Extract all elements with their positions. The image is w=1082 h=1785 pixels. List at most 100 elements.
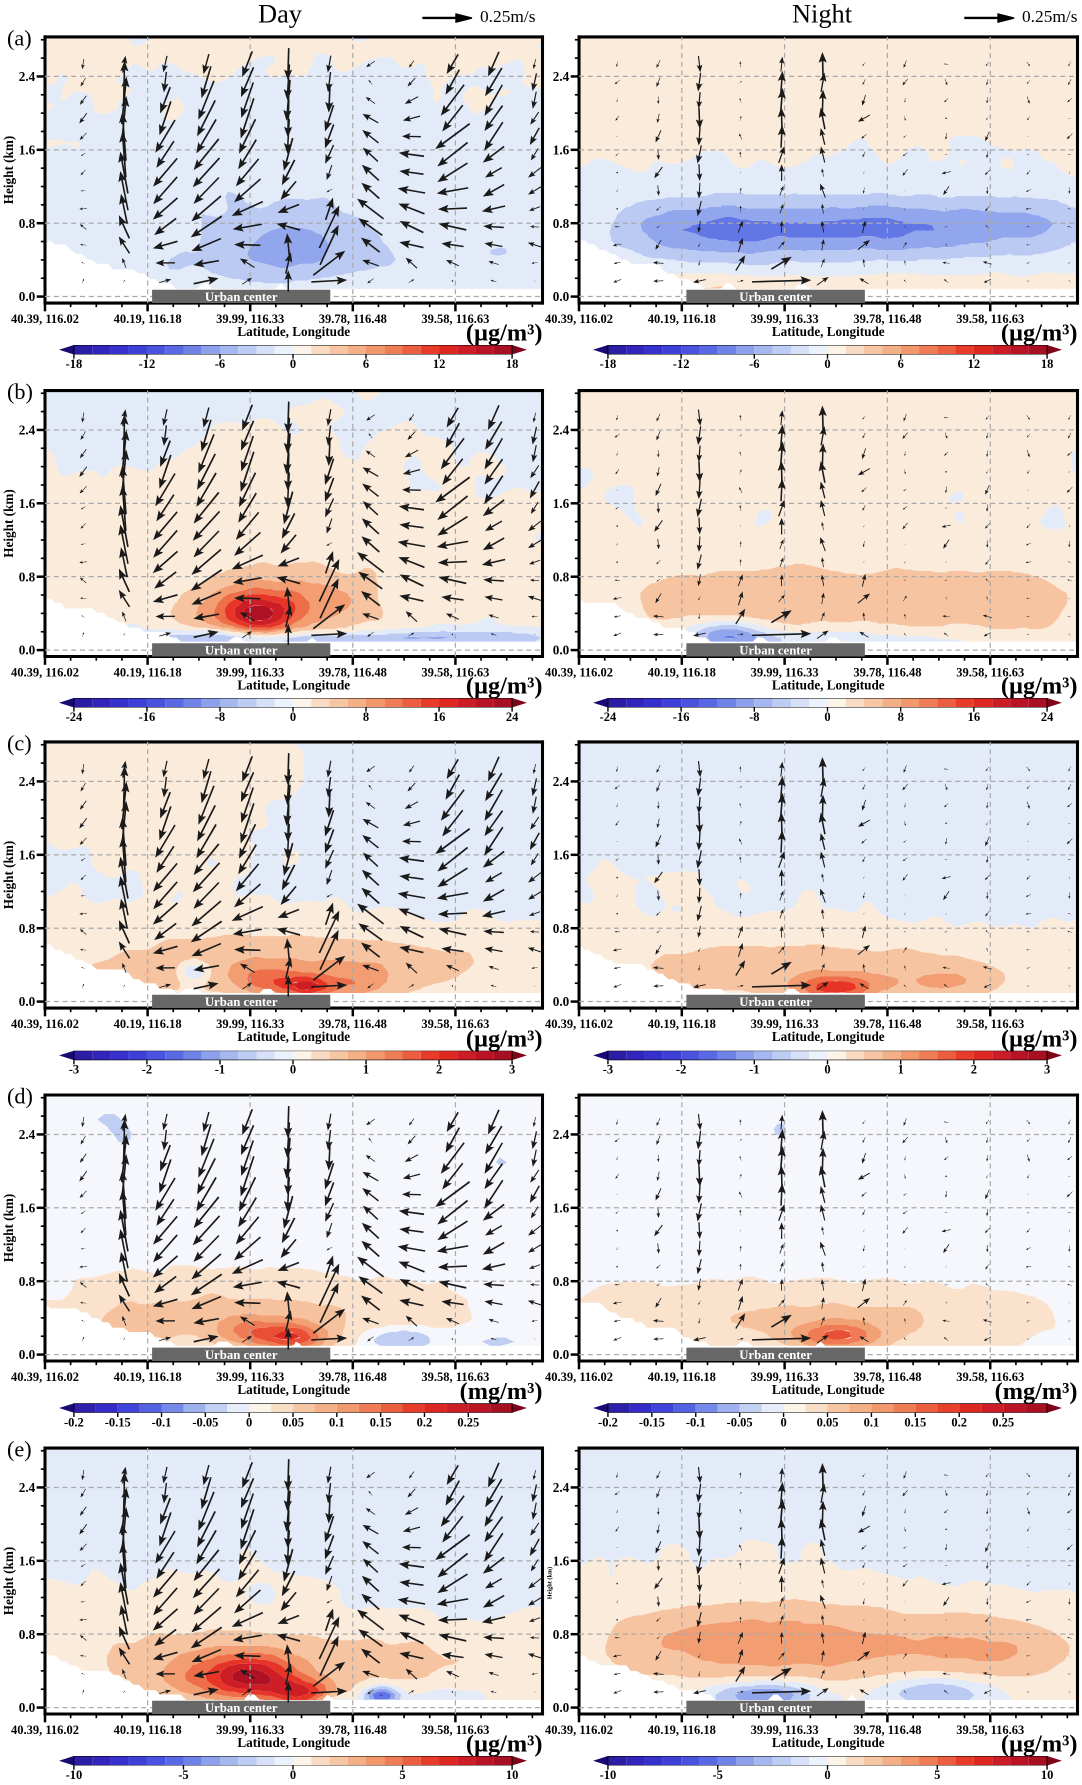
svg-text:Height (km): Height (km)	[1, 841, 16, 909]
svg-text:40.39, 116.02: 40.39, 116.02	[545, 1370, 613, 1384]
svg-text:0.25: 0.25	[992, 1415, 1014, 1429]
svg-text:39.78, 116.48: 39.78, 116.48	[853, 1723, 921, 1737]
svg-text:39.78, 116.48: 39.78, 116.48	[319, 1370, 387, 1384]
svg-text:-2: -2	[142, 1063, 152, 1077]
svg-text:40.39, 116.02: 40.39, 116.02	[11, 1017, 79, 1031]
svg-text:39.58, 116.63: 39.58, 116.63	[956, 312, 1024, 326]
svg-text:0.8: 0.8	[553, 216, 570, 231]
svg-text:Latitude, Longitude: Latitude, Longitude	[772, 677, 885, 692]
svg-text:0.8: 0.8	[553, 1274, 570, 1289]
svg-text:16: 16	[968, 710, 981, 724]
svg-text:(e): (e)	[7, 1436, 32, 1461]
svg-text:39.78, 116.48: 39.78, 116.48	[319, 665, 387, 679]
svg-text:39.99, 116.33: 39.99, 116.33	[751, 1723, 819, 1737]
svg-text:(µg/m³): (µg/m³)	[466, 320, 543, 347]
svg-text:0: 0	[290, 357, 296, 371]
svg-text:-24: -24	[600, 710, 617, 724]
svg-text:-0.1: -0.1	[686, 1415, 706, 1429]
svg-text:2.4: 2.4	[553, 774, 570, 789]
svg-text:-5: -5	[178, 1768, 188, 1782]
svg-text:0: 0	[290, 1063, 296, 1077]
svg-text:1.6: 1.6	[19, 1553, 36, 1568]
svg-text:39.99, 116.33: 39.99, 116.33	[216, 1017, 284, 1031]
svg-text:0: 0	[290, 710, 296, 724]
svg-text:0.0: 0.0	[553, 1347, 570, 1362]
svg-text:2.4: 2.4	[19, 1127, 36, 1142]
svg-text:0.0: 0.0	[19, 994, 36, 1009]
svg-text:40.19, 116.18: 40.19, 116.18	[114, 1723, 182, 1737]
svg-text:5: 5	[399, 1768, 405, 1782]
svg-text:40.39, 116.02: 40.39, 116.02	[545, 665, 613, 679]
svg-text:1.6: 1.6	[19, 847, 36, 862]
svg-text:(mg/m³): (mg/m³)	[995, 1378, 1078, 1405]
svg-text:-8: -8	[749, 710, 759, 724]
svg-text:40.39, 116.02: 40.39, 116.02	[545, 312, 613, 326]
svg-text:40.39, 116.02: 40.39, 116.02	[545, 1017, 613, 1031]
svg-text:40.19, 116.18: 40.19, 116.18	[114, 665, 182, 679]
svg-text:0.8: 0.8	[19, 1274, 36, 1289]
svg-text:(d): (d)	[7, 1083, 33, 1108]
svg-text:Latitude, Longitude: Latitude, Longitude	[772, 1382, 885, 1397]
svg-text:1.6: 1.6	[19, 496, 36, 511]
svg-text:40.19, 116.18: 40.19, 116.18	[114, 1370, 182, 1384]
svg-text:0.1: 0.1	[329, 1415, 345, 1429]
svg-text:Urban center: Urban center	[739, 290, 812, 304]
svg-text:-0.05: -0.05	[192, 1415, 218, 1429]
svg-text:(µg/m³): (µg/m³)	[1001, 673, 1078, 700]
svg-text:-0.15: -0.15	[639, 1415, 665, 1429]
svg-text:6: 6	[363, 357, 369, 371]
svg-text:40.19, 116.18: 40.19, 116.18	[648, 665, 716, 679]
svg-text:-18: -18	[66, 357, 83, 371]
svg-text:12: 12	[968, 357, 981, 371]
svg-text:18: 18	[506, 357, 519, 371]
svg-text:0.8: 0.8	[553, 921, 570, 936]
svg-text:0.8: 0.8	[19, 569, 36, 584]
svg-text:Urban center: Urban center	[739, 1701, 812, 1715]
svg-text:39.78, 116.48: 39.78, 116.48	[319, 1723, 387, 1737]
svg-text:Height (km): Height (km)	[1, 489, 16, 558]
svg-text:1: 1	[898, 1063, 904, 1077]
svg-text:-1: -1	[215, 1063, 225, 1077]
svg-text:40.39, 116.02: 40.39, 116.02	[11, 1723, 79, 1737]
svg-text:-0.1: -0.1	[152, 1415, 172, 1429]
svg-text:1: 1	[363, 1063, 369, 1077]
svg-text:(µg/m³): (µg/m³)	[466, 1025, 543, 1052]
svg-text:39.58, 116.63: 39.58, 116.63	[956, 1017, 1024, 1031]
svg-text:Height (km): Height (km)	[1, 136, 16, 205]
svg-text:-10: -10	[66, 1768, 83, 1782]
svg-text:3: 3	[509, 1063, 515, 1077]
svg-text:40.19, 116.18: 40.19, 116.18	[114, 312, 182, 326]
svg-text:8: 8	[898, 710, 904, 724]
svg-text:-18: -18	[600, 357, 617, 371]
svg-text:39.58, 116.63: 39.58, 116.63	[956, 1370, 1024, 1384]
svg-text:0.25m/s: 0.25m/s	[1022, 7, 1078, 26]
svg-text:0: 0	[824, 1768, 830, 1782]
svg-text:-8: -8	[215, 710, 225, 724]
svg-text:40.39, 116.02: 40.39, 116.02	[11, 665, 79, 679]
svg-text:39.99, 116.33: 39.99, 116.33	[216, 1723, 284, 1737]
svg-text:Urban center: Urban center	[739, 1348, 812, 1362]
svg-text:0: 0	[824, 357, 830, 371]
svg-text:0.8: 0.8	[19, 1627, 36, 1642]
svg-text:Latitude, Longitude: Latitude, Longitude	[772, 1029, 885, 1044]
svg-text:-0.15: -0.15	[105, 1415, 131, 1429]
svg-text:3: 3	[1044, 1063, 1050, 1077]
svg-text:39.78, 116.48: 39.78, 116.48	[853, 1370, 921, 1384]
svg-text:16: 16	[433, 710, 446, 724]
svg-text:0: 0	[780, 1415, 786, 1429]
svg-text:0.0: 0.0	[19, 643, 36, 658]
svg-text:39.58, 116.63: 39.58, 116.63	[421, 1370, 489, 1384]
svg-text:2.4: 2.4	[19, 423, 36, 438]
svg-text:Urban center: Urban center	[205, 1701, 278, 1715]
svg-text:(mg/m³): (mg/m³)	[460, 1378, 543, 1405]
svg-text:0: 0	[824, 1063, 830, 1077]
svg-text:40.19, 116.18: 40.19, 116.18	[114, 1017, 182, 1031]
svg-text:39.99, 116.33: 39.99, 116.33	[216, 665, 284, 679]
svg-text:Day: Day	[258, 0, 303, 28]
svg-text:-24: -24	[66, 710, 83, 724]
svg-text:(a): (a)	[7, 25, 32, 50]
svg-text:0.8: 0.8	[553, 569, 570, 584]
svg-text:0.2: 0.2	[951, 1415, 967, 1429]
svg-text:0.0: 0.0	[553, 1700, 570, 1715]
svg-text:1.6: 1.6	[553, 1553, 570, 1568]
